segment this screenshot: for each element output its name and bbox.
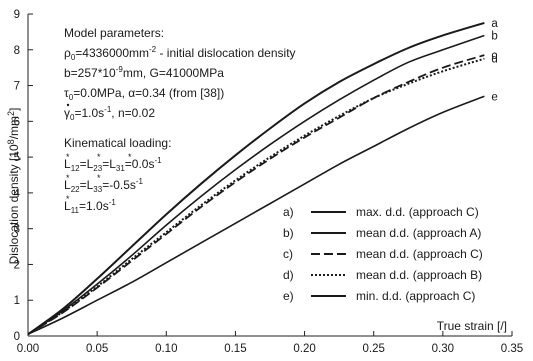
series-end-label-a: a bbox=[491, 18, 498, 30]
series-line-a bbox=[27, 21, 485, 336]
legend: a) max. d.d. (approach C) b) mean d.d. (app… bbox=[283, 205, 483, 303]
ticks: 0.00 0.05 0.10 0.15 0.20 0.25 0.30 0.35 0 1 2 3 4 5 6 7… bbox=[14, 9, 524, 355]
axes bbox=[27, 14, 512, 337]
y-tick-label: 9 bbox=[14, 9, 20, 21]
series-group bbox=[27, 21, 485, 336]
star-1a: * bbox=[66, 152, 70, 162]
star-1b: * bbox=[97, 152, 101, 162]
x-tick-label: 0.25 bbox=[363, 343, 385, 355]
y-tick-label: 2 bbox=[14, 259, 20, 271]
y-axis-title: Dislocation density [108/mm2] bbox=[6, 108, 21, 265]
x-axis-title: True strain [/] bbox=[437, 319, 507, 333]
annotation-heading-loading: Kinematical loading: bbox=[64, 136, 171, 150]
x-tick-label: 0.20 bbox=[293, 343, 315, 355]
star-2a: * bbox=[66, 173, 70, 183]
annotation-loading-tension: L11=1.0s-1 bbox=[64, 198, 116, 215]
star-2b: * bbox=[97, 173, 101, 183]
x-tick-label: 0.00 bbox=[17, 343, 39, 355]
legend-label: max. d.d. (approach C) bbox=[356, 205, 479, 219]
parameters-annotation: Model parameters: ρ0=4336000mm-2 - initi… bbox=[64, 26, 296, 215]
series-line-b bbox=[27, 34, 485, 335]
legend-label: mean d.d. (approach C) bbox=[356, 247, 483, 261]
annotation-heading-model: Model parameters: bbox=[64, 26, 164, 40]
y-tick-label: 4 bbox=[14, 188, 21, 200]
legend-key: b) bbox=[283, 226, 294, 240]
star-3a: * bbox=[66, 194, 70, 204]
legend-label: min. d.d. (approach C) bbox=[356, 289, 475, 303]
legend-label: mean d.d. (approach A) bbox=[356, 226, 481, 240]
series-end-label-d: d bbox=[491, 54, 497, 66]
x-tick-label: 0.15 bbox=[224, 343, 246, 355]
y-tick-label: 1 bbox=[14, 295, 20, 307]
legend-key: d) bbox=[283, 268, 294, 282]
y-tick-label: 7 bbox=[14, 81, 20, 93]
legend-label: mean d.d. (approach B) bbox=[356, 268, 482, 282]
y-tick-label: 0 bbox=[14, 331, 20, 343]
series-line-e bbox=[27, 95, 485, 335]
y-tick-label: 6 bbox=[14, 116, 20, 128]
gamma-dot bbox=[66, 103, 70, 107]
y-tick-label: 5 bbox=[14, 152, 20, 164]
annotation-loading-shear: L12=L23=L31=0.0s-1 bbox=[64, 156, 162, 173]
annotation-gamma-n: γ0=1.0s-1, n=0.02 bbox=[64, 105, 155, 122]
y-tick-label: 8 bbox=[14, 45, 20, 57]
legend-key: a) bbox=[283, 205, 294, 219]
annotation-rho0: ρ0=4336000mm-2 - initial dislocation den… bbox=[64, 45, 296, 62]
annotation-burgers-shear: b=257*10-9mm, G=41000MPa bbox=[64, 65, 224, 80]
x-tick-label: 0.35 bbox=[501, 343, 523, 355]
series-line-d bbox=[27, 57, 485, 336]
x-tick-label: 0.05 bbox=[86, 343, 108, 355]
series-end-label-e: e bbox=[491, 91, 497, 103]
legend-key: c) bbox=[283, 247, 293, 261]
legend-key: e) bbox=[283, 289, 294, 303]
x-tick-label: 0.10 bbox=[155, 343, 177, 355]
series-end-label-c: c bbox=[491, 50, 497, 62]
star-1c: * bbox=[128, 152, 132, 162]
series-line-c bbox=[27, 54, 485, 335]
series-end-label-b: b bbox=[491, 30, 497, 42]
x-tick-label: 0.30 bbox=[432, 343, 454, 355]
y-tick-label: 3 bbox=[14, 224, 20, 236]
annotation-tau-alpha: τ0=0.0MPa, α=0.34 (from [38]) bbox=[64, 86, 224, 102]
annotation-loading-compression: L22=L33=-0.5s-1 bbox=[64, 177, 144, 194]
